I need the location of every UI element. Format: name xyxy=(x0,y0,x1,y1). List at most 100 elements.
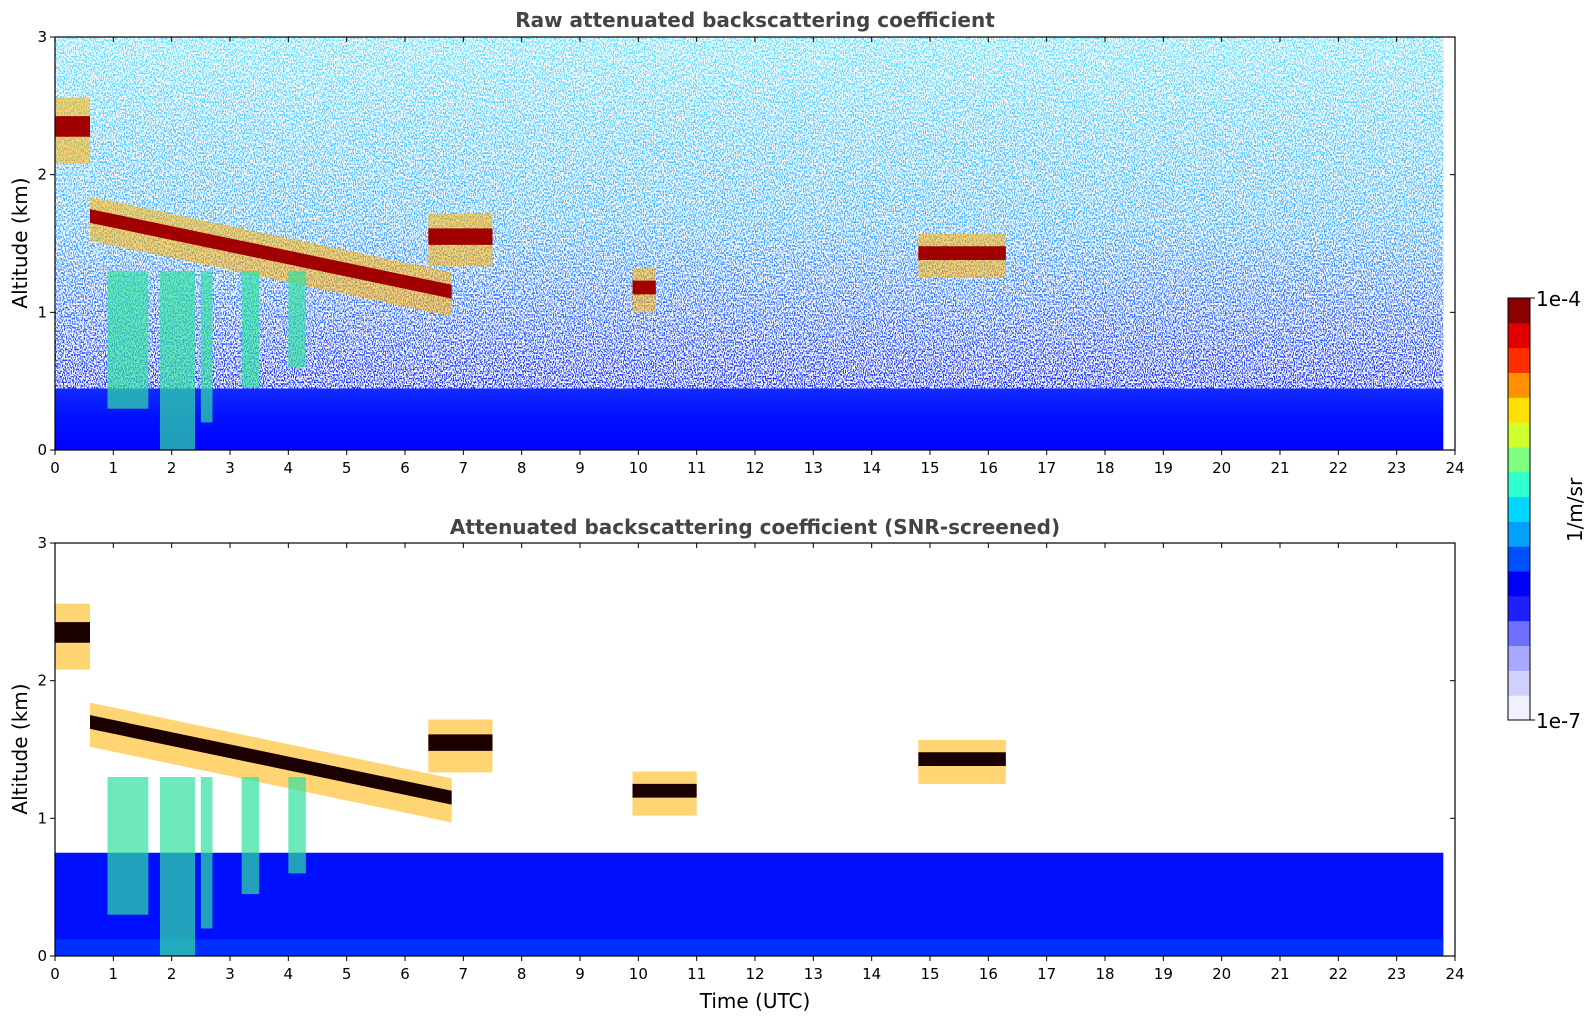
x-tick-label: 21 xyxy=(1270,459,1289,477)
boundary-layer xyxy=(55,852,1444,956)
colorbar-min-label: 1e-7 xyxy=(1536,709,1581,733)
cloud-layer xyxy=(632,783,697,798)
panel-screened: Attenuated backscattering coefficient (S… xyxy=(8,515,1465,1013)
y-axis-ticks: 0 1 2 3 xyxy=(37,28,1455,459)
x-tick-label: 18 xyxy=(1095,965,1114,983)
x-tick-label: 6 xyxy=(400,459,410,477)
y-tick-label: 0 xyxy=(37,441,47,459)
precip-streak xyxy=(200,271,213,423)
x-tick-label: 9 xyxy=(575,965,585,983)
cloud-layer xyxy=(55,116,90,137)
precip-streak xyxy=(241,777,260,895)
colorbar-unit-label: 1/m/sr xyxy=(1563,477,1587,542)
colorbar-step xyxy=(1508,645,1530,671)
colorbar-step xyxy=(1508,372,1530,398)
x-tick-label: 10 xyxy=(629,965,648,983)
x-tick-label: 15 xyxy=(920,965,939,983)
precip-streak xyxy=(107,777,149,915)
x-tick-label: 23 xyxy=(1387,965,1406,983)
x-tick-label: 10 xyxy=(629,459,648,477)
x-tick-label: 2 xyxy=(167,459,177,477)
colorbar-frame xyxy=(1507,297,1531,721)
x-tick-label: 15 xyxy=(920,459,939,477)
cloud-layer xyxy=(918,752,1006,767)
noise-speckle xyxy=(55,37,1444,389)
x-tick-label: 5 xyxy=(342,459,352,477)
cloud-layer xyxy=(428,734,493,751)
y-tick-label: 1 xyxy=(37,809,47,827)
cloud-layer xyxy=(90,209,452,299)
x-tick-label: 8 xyxy=(517,965,527,983)
x-tick-label: 19 xyxy=(1154,965,1173,983)
x-tick-label: 2 xyxy=(167,965,177,983)
x-tick-label: 0 xyxy=(50,459,60,477)
y-tick-label: 0 xyxy=(37,947,47,965)
colorbar-step xyxy=(1508,496,1530,522)
x-axis-label: Time (UTC) xyxy=(699,989,811,1013)
x-tick-label: 24 xyxy=(1445,459,1464,477)
x-tick-label: 1 xyxy=(109,459,119,477)
x-tick-label: 12 xyxy=(745,965,764,983)
x-axis-ticks: 0 1 2 3 4 5 6 7 8 9 10 11 12 13 14 15 16 17 18 19 20 21 22 23 24 xyxy=(50,37,1465,477)
colorbar-step xyxy=(1508,397,1530,423)
heatmap-raw xyxy=(55,37,1444,450)
x-tick-label: 18 xyxy=(1095,459,1114,477)
surface-layer xyxy=(55,939,1444,956)
cloud-layer xyxy=(90,715,452,805)
panel-title: Attenuated backscattering coefficient (S… xyxy=(450,515,1060,539)
precip-streak xyxy=(160,271,195,450)
precip-streak xyxy=(288,271,306,368)
heatmap-screened xyxy=(55,603,1444,956)
colorbar-step xyxy=(1508,695,1530,721)
colorbar-step xyxy=(1508,446,1530,473)
x-tick-label: 22 xyxy=(1329,965,1348,983)
x-tick-label: 19 xyxy=(1154,459,1173,477)
y-axis-label: Altitude (km) xyxy=(8,683,32,814)
colorbar-step xyxy=(1508,298,1530,324)
x-tick-label: 12 xyxy=(745,459,764,477)
x-tick-label: 7 xyxy=(459,459,469,477)
x-tick-label: 20 xyxy=(1212,459,1231,477)
x-tick-label: 9 xyxy=(575,459,585,477)
x-tick-label: 14 xyxy=(862,459,881,477)
panel-title: Raw attenuated backscattering coefficien… xyxy=(515,8,995,32)
panel-raw: Raw attenuated backscattering coefficien… xyxy=(8,8,1465,477)
colorbar-step xyxy=(1508,471,1530,498)
y-axis-label: Altitude (km) xyxy=(8,177,32,308)
precip-streak xyxy=(107,271,149,409)
x-tick-label: 16 xyxy=(979,965,998,983)
colorbar-step xyxy=(1508,347,1530,373)
x-tick-label: 17 xyxy=(1037,459,1056,477)
x-tick-label: 22 xyxy=(1329,459,1348,477)
x-tick-label: 14 xyxy=(862,965,881,983)
precip-streak xyxy=(288,777,306,874)
cloud-layer xyxy=(918,246,1006,261)
x-tick-label: 23 xyxy=(1387,459,1406,477)
x-tick-label: 3 xyxy=(225,965,235,983)
colorbar-step xyxy=(1508,670,1530,696)
x-tick-label: 3 xyxy=(225,459,235,477)
cloud-layer xyxy=(55,622,90,643)
x-tick-label: 11 xyxy=(687,459,706,477)
precip-streak xyxy=(200,777,213,929)
x-tick-label: 20 xyxy=(1212,965,1231,983)
colorbar-max-label: 1e-4 xyxy=(1536,287,1581,311)
x-tick-label: 4 xyxy=(284,965,294,983)
x-tick-label: 4 xyxy=(284,459,294,477)
colorbar-gradient xyxy=(1508,298,1530,721)
x-tick-label: 5 xyxy=(342,965,352,983)
colorbar: 1e-4 1e-7 1/m/sr xyxy=(1507,287,1587,733)
precip-streak xyxy=(241,271,260,389)
x-tick-label: 6 xyxy=(400,965,410,983)
x-tick-label: 11 xyxy=(687,965,706,983)
precip-streak xyxy=(160,777,195,956)
x-tick-label: 17 xyxy=(1037,965,1056,983)
x-tick-label: 7 xyxy=(459,965,469,983)
y-tick-label: 3 xyxy=(37,28,47,46)
x-tick-label: 0 xyxy=(50,965,60,983)
x-tick-label: 24 xyxy=(1445,965,1464,983)
cloud-layer xyxy=(428,228,493,245)
colorbar-step xyxy=(1508,571,1530,597)
colorbar-step xyxy=(1508,322,1530,349)
